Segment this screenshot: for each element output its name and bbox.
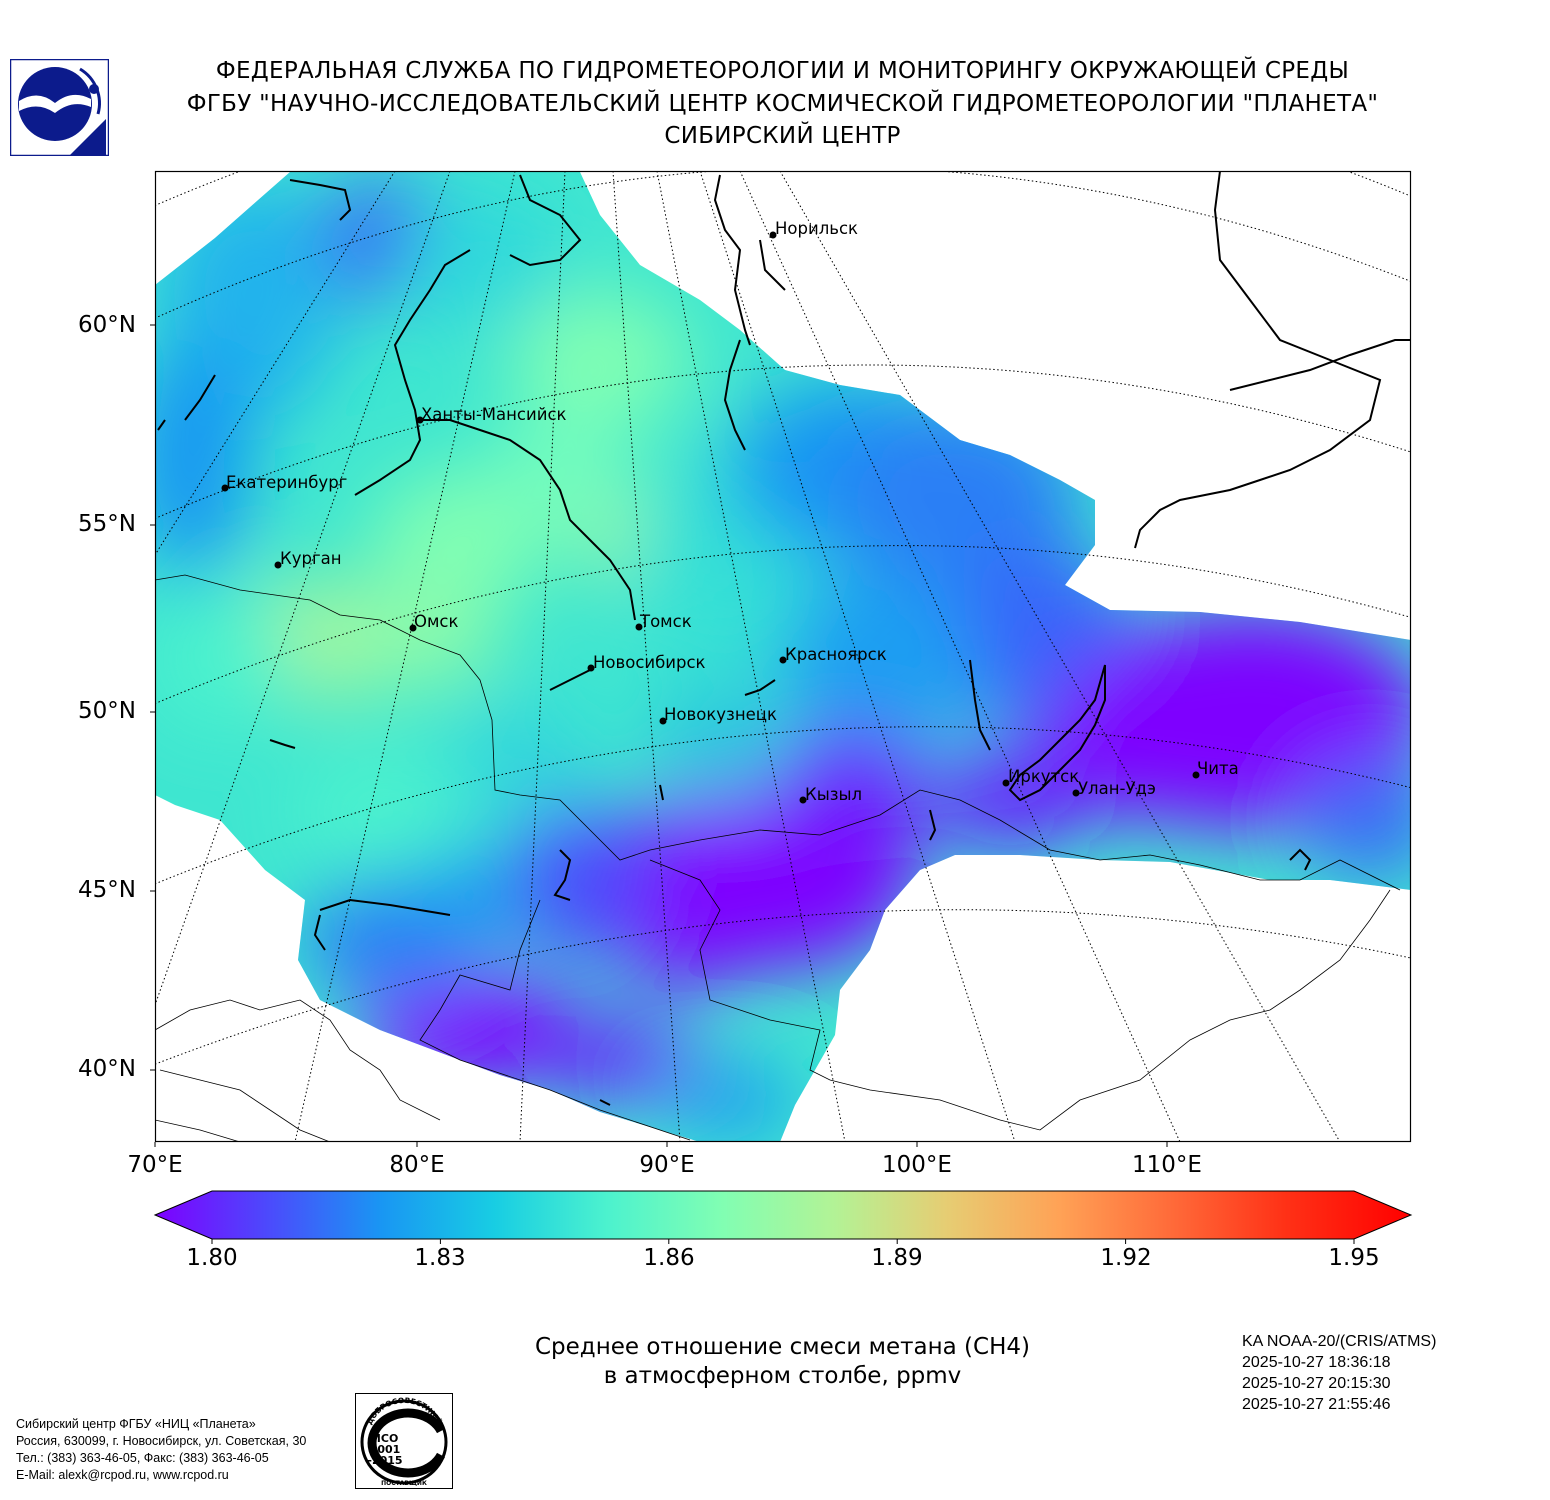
svg-text:Томск: Томск xyxy=(639,612,692,631)
city-novosibirsk: Новосибирск xyxy=(587,653,706,672)
city-ulan-ude: Улан-Удэ xyxy=(1072,779,1156,798)
header-line2: ФГБУ "НАУЧНО-ИССЛЕДОВАТЕЛЬСКИЙ ЦЕНТР КОС… xyxy=(186,91,1379,117)
city-irkutsk: Иркутск xyxy=(1002,767,1079,787)
lat-label-55: 55°N xyxy=(78,511,136,537)
lon-label-80: 80°E xyxy=(389,1152,445,1178)
colorbar-tick-label: 1.92 xyxy=(1100,1245,1152,1271)
svg-text:Новосибирск: Новосибирск xyxy=(593,653,706,672)
colorbar-tick-label: 1.83 xyxy=(414,1245,466,1271)
product-title-line2: в атмосферном столбе, ppmv xyxy=(603,1363,962,1389)
city-krasnoyarsk: Красноярск xyxy=(779,645,887,664)
header-line3: СИБИРСКИЙ ЦЕНТР xyxy=(664,123,901,149)
satellite-name: KA NOAA-20/(CRIS/ATMS) xyxy=(1242,1333,1437,1350)
colorbar-tick-label: 1.86 xyxy=(643,1245,695,1271)
svg-text:Улан-Удэ: Улан-Удэ xyxy=(1078,779,1156,798)
satellite-time: 2025-10-27 20:15:30 xyxy=(1242,1375,1391,1392)
city-chita: Чита xyxy=(1192,759,1239,779)
lat-label-50: 50°N xyxy=(78,698,136,724)
svg-text:Екатеринбург: Екатеринбург xyxy=(226,473,347,492)
lon-label-110: 110°E xyxy=(1132,1152,1202,1178)
planeta-logo-icon xyxy=(10,59,109,156)
svg-text:Ханты-Мансийск: Ханты-Мансийск xyxy=(421,405,567,424)
lon-label-90: 90°E xyxy=(639,1152,695,1178)
satellite-time: 2025-10-27 21:55:46 xyxy=(1242,1396,1391,1413)
svg-text:9001: 9001 xyxy=(370,1443,401,1456)
city-kurgan: Курган xyxy=(274,549,342,569)
city-kyzyl: Кызыл xyxy=(799,785,862,804)
svg-text:Красноярск: Красноярск xyxy=(785,645,887,664)
city-tomsk: Томск xyxy=(635,612,692,631)
borders xyxy=(155,574,1401,1142)
city-norilsk: Норильск xyxy=(769,219,858,239)
svg-text:Курган: Курган xyxy=(280,549,342,568)
svg-text:ИСО: ИСО xyxy=(372,1432,399,1445)
colorbar-tick-label: 1.95 xyxy=(1328,1245,1380,1271)
colorbar xyxy=(153,1190,1413,1244)
lat-label-40: 40°N xyxy=(78,1056,136,1082)
lat-label-60: 60°N xyxy=(78,312,136,338)
contact-line: Тел.: (383) 363-46-05, Факс: (383) 363-4… xyxy=(16,1451,269,1465)
colorbar-tick-label: 1.89 xyxy=(871,1245,923,1271)
colorbar-tick-label: 1.80 xyxy=(186,1245,238,1271)
lat-label-45: 45°N xyxy=(78,877,136,903)
contact-line: Россия, 630099, г. Новосибирск, ул. Сове… xyxy=(16,1434,307,1448)
svg-text:Чита: Чита xyxy=(1197,759,1239,778)
svg-text:ПОСТАВЩИК: ПОСТАВЩИК xyxy=(381,1480,427,1487)
svg-text:Новокузнецк: Новокузнецк xyxy=(664,705,777,724)
city-khanty-mansiysk: Ханты-Мансийск xyxy=(416,405,567,424)
lon-label-70: 70°E xyxy=(127,1152,183,1178)
cities: Норильск Ханты-Мансийск Екатеринбург Кур… xyxy=(221,219,1239,804)
svg-text:-2015: -2015 xyxy=(367,1454,402,1467)
lon-label-100: 100°E xyxy=(882,1152,952,1178)
city-omsk: Омск xyxy=(409,612,459,632)
city-ekaterinburg: Екатеринбург xyxy=(221,473,347,492)
contact-line: E-Mail: alexk@rcpod.ru, www.rcpod.ru xyxy=(16,1468,229,1482)
svg-text:Иркутск: Иркутск xyxy=(1008,767,1079,786)
rivers-coastline xyxy=(157,171,1411,1106)
satellite-time: 2025-10-27 18:36:18 xyxy=(1242,1354,1391,1371)
axis-ticks xyxy=(150,324,1168,1147)
header-line1: ФЕДЕРАЛЬНАЯ СЛУЖБА ПО ГИДРОМЕТЕОРОЛОГИИ … xyxy=(215,58,1350,84)
map-frame xyxy=(154,170,1412,1143)
svg-text:Норильск: Норильск xyxy=(775,219,858,238)
graticule xyxy=(155,171,1411,1142)
city-novokuznetsk: Новокузнецк xyxy=(659,705,777,725)
svg-text:Кызыл: Кызыл xyxy=(805,785,862,804)
product-title-line1: Среднее отношение смеси метана (CH4) xyxy=(534,1334,1030,1360)
iso-badge-icon: ДОБРОСОВЕСТНЫЙ ИСО 9001 -2015 ПОСТАВЩИК xyxy=(355,1393,453,1489)
svg-text:Омск: Омск xyxy=(414,612,459,631)
contact-line: Сибирский центр ФГБУ «НИЦ «Планета» xyxy=(16,1417,256,1431)
